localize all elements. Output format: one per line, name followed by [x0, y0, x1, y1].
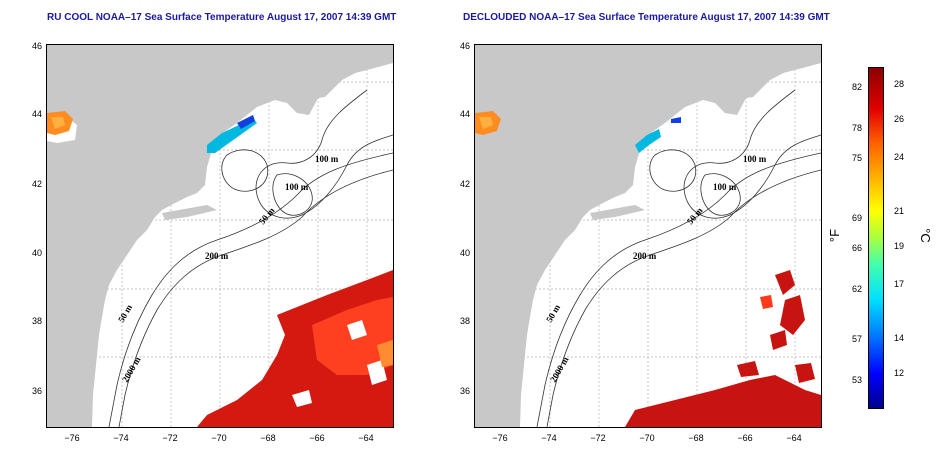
lon-tick-70: −70	[211, 433, 227, 443]
cb-c-19: 19	[894, 241, 905, 251]
lat-tick-38: 38	[31, 316, 42, 326]
cb-c-17: 17	[894, 279, 905, 289]
lat-tick-42-right: 42	[459, 179, 470, 189]
lon-tick-64-right: −64	[786, 433, 802, 443]
cb-c-21: 21	[894, 206, 905, 216]
cb-f-78: 78	[851, 123, 862, 133]
cb-c-12: 12	[894, 368, 905, 378]
lon-tick-74: −74	[113, 433, 129, 443]
lat-tick-46-right: 46	[459, 41, 470, 51]
contour-label-100m-b-right: 100 m	[713, 182, 737, 192]
map-title-right: DECLOUDED NOAA–17 Sea Surface Temperatur…	[463, 12, 830, 23]
cb-c-28: 28	[894, 79, 905, 89]
sst-map-raw-graphic: 100 m 100 m 50 m 200 m 50 m 2000 m	[47, 45, 393, 427]
contour-label-50m-b-right: 50 m	[544, 302, 562, 324]
contour-label-50m-b: 50 m	[116, 302, 134, 324]
lon-tick-72-right: −72	[590, 433, 606, 443]
lon-tick-64: −64	[358, 433, 374, 443]
lat-tick-46: 46	[31, 41, 42, 51]
lat-tick-40-right: 40	[459, 248, 470, 258]
cb-f-75: 75	[851, 153, 862, 163]
lon-tick-68: −68	[260, 433, 276, 443]
cb-c-14: 14	[894, 333, 905, 343]
cb-f-69: 69	[851, 213, 862, 223]
lon-tick-70-right: −70	[639, 433, 655, 443]
lat-tick-40: 40	[31, 248, 42, 258]
land-mass	[47, 45, 393, 427]
lat-tick-42: 42	[31, 179, 42, 189]
temperature-colorbar	[868, 67, 884, 409]
lon-tick-74-right: −74	[541, 433, 557, 443]
contour-label-2000m: 2000 m	[120, 355, 143, 384]
contour-label-2000m-right: 2000 m	[548, 355, 571, 384]
contour-label-200m: 200 m	[205, 251, 229, 261]
lat-tick-44-right: 44	[459, 109, 470, 119]
cb-f-57: 57	[851, 334, 862, 344]
cb-f-53: 53	[851, 375, 862, 385]
contour-label-200m-right: 200 m	[633, 251, 657, 261]
cb-c-24: 24	[894, 152, 905, 162]
sst-map-declouded: 100 m 100 m 50 m 200 m 50 m 2000 m	[474, 44, 822, 428]
lat-tick-36: 36	[31, 386, 42, 396]
map-title-left: RU COOL NOAA–17 Sea Surface Temperature …	[47, 12, 397, 23]
fahrenheit-unit-label: °F	[827, 228, 843, 243]
cb-f-62: 62	[851, 284, 862, 294]
sst-map-raw: 100 m 100 m 50 m 200 m 50 m 2000 m	[46, 44, 394, 428]
celsius-unit-label: °C	[917, 228, 933, 243]
lon-tick-72: −72	[162, 433, 178, 443]
cb-c-26: 26	[894, 114, 905, 124]
contour-label-100m-b: 100 m	[285, 182, 309, 192]
lon-tick-76: −76	[64, 433, 80, 443]
contour-label-100m-a-right: 100 m	[743, 154, 767, 164]
lat-tick-44: 44	[31, 109, 42, 119]
lon-tick-66-right: −66	[737, 433, 753, 443]
lon-tick-76-right: −76	[492, 433, 508, 443]
cb-f-82: 82	[851, 82, 862, 92]
lon-tick-66: −66	[309, 433, 325, 443]
lat-tick-38-right: 38	[459, 316, 470, 326]
cb-f-66: 66	[851, 243, 862, 253]
contour-label-100m-a: 100 m	[315, 154, 339, 164]
lon-tick-68-right: −68	[688, 433, 704, 443]
sst-map-declouded-graphic: 100 m 100 m 50 m 200 m 50 m 2000 m	[475, 45, 821, 427]
lat-tick-36-right: 36	[459, 386, 470, 396]
